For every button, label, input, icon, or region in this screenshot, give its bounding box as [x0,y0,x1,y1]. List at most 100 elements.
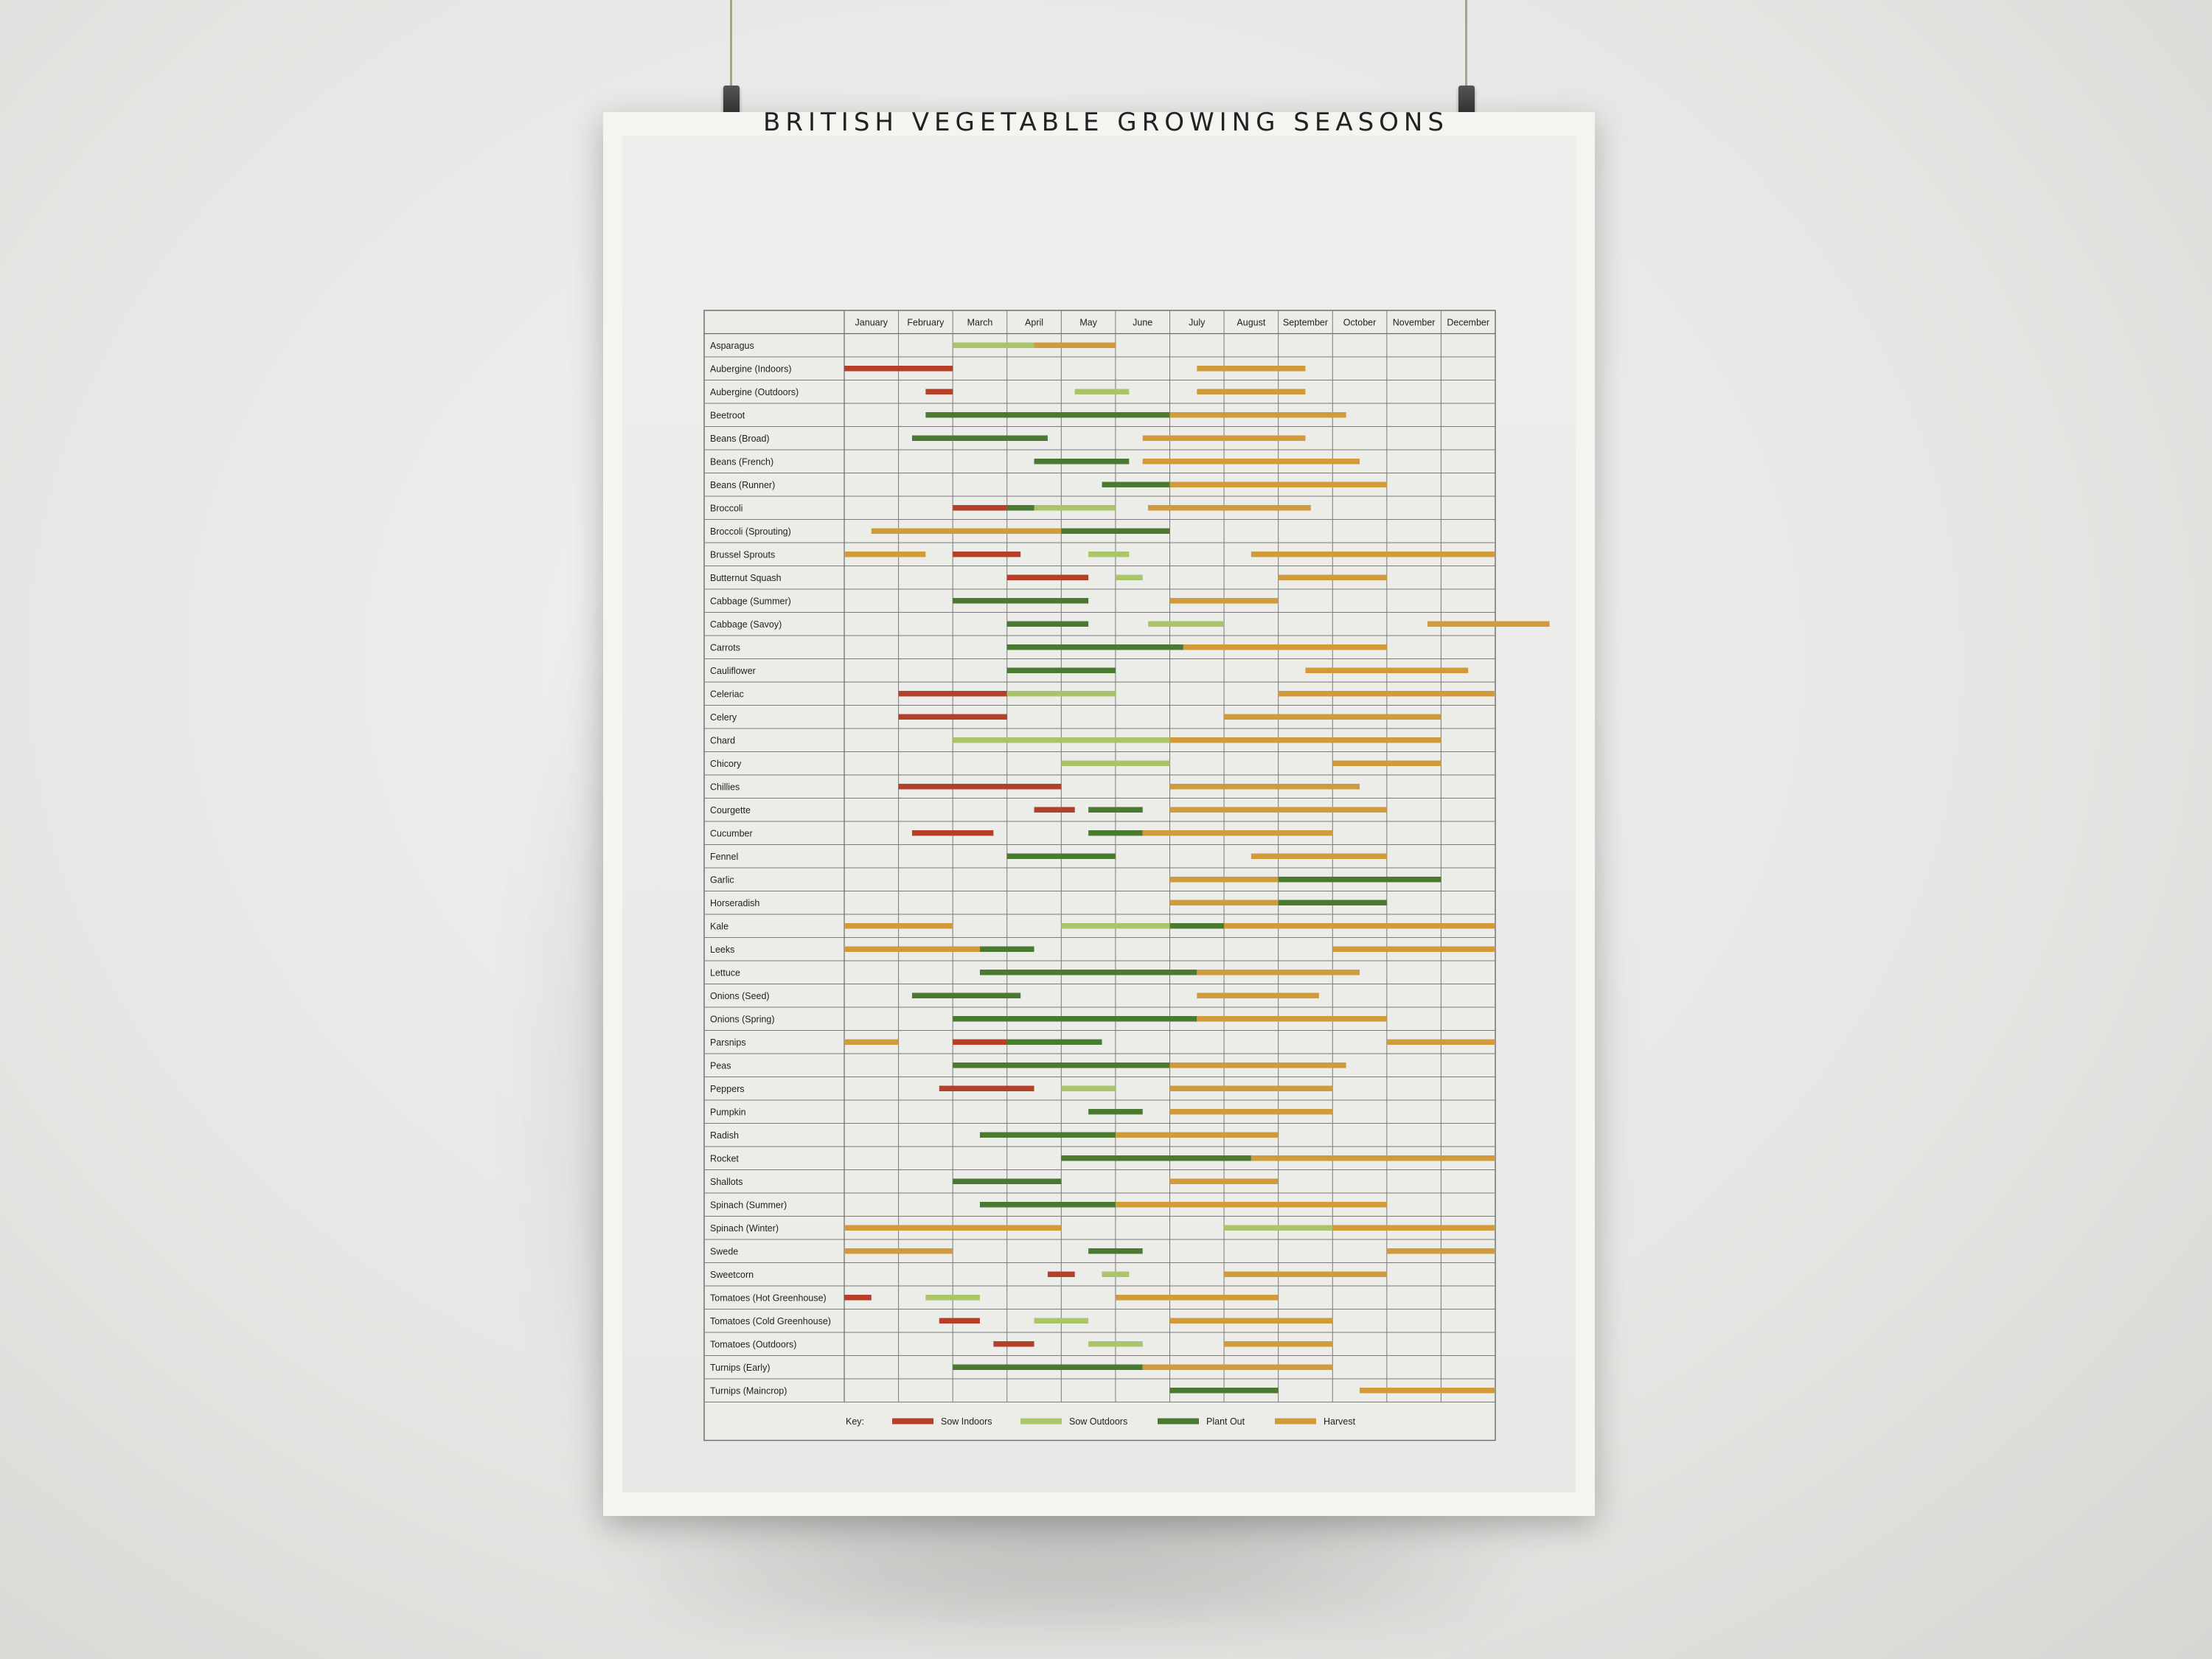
vegetable-name: Courgette [710,805,751,815]
season-bar [1386,1039,1495,1045]
season-bar [1169,1318,1333,1324]
vegetable-name: Pumpkin [710,1107,746,1117]
season-bar [1332,1225,1495,1231]
vegetable-name: Cabbage (Savoy) [710,619,782,630]
season-bar [1169,1062,1346,1068]
legend-entry: Harvest [1324,1416,1356,1427]
season-bar [1034,807,1075,813]
season-bar [925,1295,980,1301]
season-bar [911,830,994,836]
season-bar [1332,760,1441,766]
season-bar [1088,807,1143,813]
season-bar [979,970,1197,975]
vegetable-name: Celery [710,712,737,723]
season-bar [871,528,1062,534]
vegetable-name: Parsnips [710,1037,746,1048]
poster-title: BRITISH VEGETABLE GROWING SEASONS [763,108,1449,137]
season-bar [844,366,953,372]
season-bar [1169,1178,1279,1184]
season-bar [1197,366,1306,372]
season-bar [1074,389,1130,394]
season-bar [1088,1341,1143,1347]
vegetable-name: Peas [710,1060,731,1071]
vegetable-name: Turnips (Maincrop) [710,1385,787,1396]
season-bar [898,691,1007,697]
month-header: September [1283,317,1328,327]
season-bar [1102,481,1170,487]
season-bar [898,784,1062,790]
season-bar [1169,900,1279,905]
season-bar [844,1039,899,1045]
season-bar [1197,389,1306,394]
season-bar [953,505,1007,511]
season-bar [844,1295,872,1301]
legend-swatch [1275,1418,1316,1425]
season-bar [1278,691,1495,697]
vegetable-name: Aubergine (Indoors) [710,364,791,374]
season-bar [1006,1039,1102,1045]
month-header: March [967,317,993,327]
month-header: May [1079,317,1097,327]
hanging-string-right [1465,0,1467,88]
season-bar [898,714,1007,720]
season-bar [979,946,1034,952]
season-bar [953,552,1021,557]
vegetable-name: Rocket [710,1153,739,1164]
season-bar [1088,830,1143,836]
season-bar [1427,621,1550,627]
season-bar [1169,877,1279,883]
vegetable-name: Lettuce [710,967,740,978]
season-bar [911,992,1021,998]
season-bar [953,1039,1007,1045]
season-bar [844,552,926,557]
season-bar [844,923,953,929]
season-bar [1142,1364,1333,1370]
season-bar [1006,505,1034,511]
vegetable-name: Chard [710,735,735,745]
season-bar [1224,1225,1333,1231]
season-bar [1197,1016,1387,1022]
season-bar [939,1318,980,1324]
season-bar [1034,342,1116,348]
season-bar [1061,528,1170,534]
season-bar [1224,1271,1387,1277]
month-header: June [1133,317,1152,327]
vegetable-name: Beans (Broad) [710,434,770,444]
vegetable-name: Beans (French) [710,456,773,467]
season-bar [1278,877,1441,883]
vegetable-name: Sweetcorn [710,1270,754,1280]
season-bar [1061,923,1170,929]
vegetable-name: Radish [710,1130,739,1141]
vegetable-name: Swede [710,1246,738,1256]
key-label: Key: [846,1416,864,1427]
legend-entry: Sow Outdoors [1069,1416,1127,1427]
season-bar [1169,784,1360,790]
season-bar [1169,1085,1333,1091]
season-bar [1360,1388,1495,1394]
season-bar [1305,667,1469,673]
vegetable-name: Beetroot [710,410,745,420]
vegetable-name: Tomatoes (Outdoors) [710,1339,796,1349]
vegetable-name: Horseradish [710,898,759,908]
season-bar [1148,621,1225,627]
season-bar [1142,830,1333,836]
legend-swatch [1020,1418,1062,1425]
season-bar [1251,1155,1495,1161]
season-bar [1278,574,1387,580]
season-bar [1034,1318,1089,1324]
season-bar [1061,1085,1116,1091]
vegetable-name: Celeriac [710,689,744,699]
vegetable-name: Asparagus [710,341,754,351]
season-bar [953,342,1034,348]
vegetable-name: Spinach (Summer) [710,1200,787,1210]
season-bar [1278,900,1387,905]
season-bar [1115,1202,1387,1208]
month-header: August [1237,317,1265,327]
legend-entry: Sow Indoors [941,1416,992,1427]
vegetable-name: Butternut Squash [710,573,782,583]
season-bar [1102,1271,1130,1277]
legend-swatch [1158,1418,1199,1425]
season-bar [1034,505,1116,511]
season-bar [1006,691,1116,697]
